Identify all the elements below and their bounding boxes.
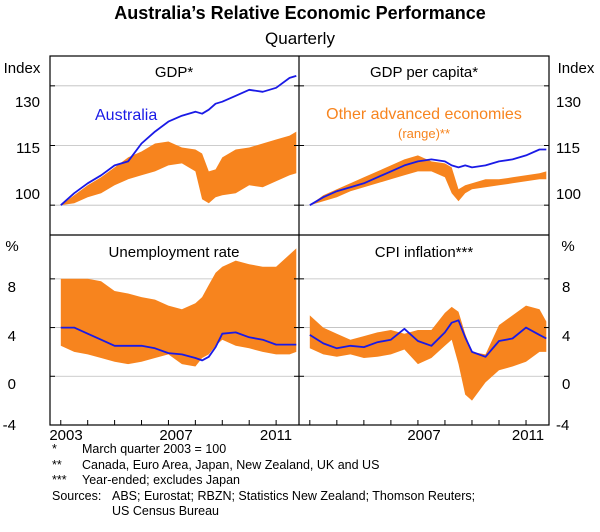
sources: Sources: ABS; Eurostat; RBZN; Statistics … xyxy=(52,489,592,505)
y-label-percent-right: % xyxy=(561,238,574,255)
sources-cont: US Census Bureau xyxy=(52,504,592,520)
ytick-right-minus4: -4 xyxy=(556,417,569,434)
sources-line-2: US Census Bureau xyxy=(112,504,220,518)
sources-line-1: ABS; Eurostat; RBZN; Statistics New Zeal… xyxy=(112,488,476,503)
footnote-3-mark: *** xyxy=(52,473,67,487)
ytick-right-130: 130 xyxy=(556,94,581,111)
legend-range: (range)** xyxy=(398,126,450,141)
xtick-2007-left: 2007 xyxy=(159,427,192,444)
ytick-left-115: 115 xyxy=(16,140,40,157)
sources-label: Sources: xyxy=(52,488,102,503)
y-label-index-right: Index xyxy=(558,60,595,77)
unemployment-panel-title: Unemployment rate xyxy=(109,244,240,261)
ytick-left-minus4: -4 xyxy=(3,417,16,434)
xtick-2011-left: 2011 xyxy=(260,427,292,444)
footnote-2-mark: ** xyxy=(52,457,62,472)
ytick-right-4: 4 xyxy=(562,328,570,345)
gdp-range-band xyxy=(60,131,297,206)
footnote-1: * March quarter 2003 = 100 xyxy=(52,442,592,458)
ytick-left-100: 100 xyxy=(15,186,40,203)
cpi-panel-title: CPI inflation*** xyxy=(375,244,474,261)
ytick-right-0: 0 xyxy=(562,376,570,393)
gdp-per-capita-panel-title: GDP per capita* xyxy=(370,64,478,81)
ytick-right-115: 115 xyxy=(556,140,580,157)
gdp-per-capita-australia-line xyxy=(309,148,547,206)
y-label-index-left: Index xyxy=(4,60,41,77)
unemployment-australia-line xyxy=(60,326,297,362)
y-label-percent-left: % xyxy=(5,238,18,255)
footnote-3-text: Year-ended; excludes Japan xyxy=(82,473,240,487)
footnotes: * March quarter 2003 = 100 ** Canada, Euro… xyxy=(52,442,592,520)
xtick-2007-right: 2007 xyxy=(407,427,440,444)
xtick-2011-right: 2011 xyxy=(512,427,544,444)
ytick-right-100: 100 xyxy=(556,186,581,203)
ytick-left-130: 130 xyxy=(15,94,40,111)
footnote-2-text: Canada, Euro Area, Japan, New Zealand, U… xyxy=(82,457,380,472)
panels-group xyxy=(50,75,549,425)
legend-australia: Australia xyxy=(95,107,157,124)
ytick-right-8: 8 xyxy=(562,279,570,296)
gdp-panel-title: GDP* xyxy=(155,64,194,81)
gdp-australia-line xyxy=(60,75,297,206)
chart-subtitle: Quarterly xyxy=(265,29,335,48)
ytick-left-8: 8 xyxy=(8,279,16,296)
cpi-australia-line xyxy=(309,319,547,358)
gdp-per-capita-range-band xyxy=(309,155,547,206)
footnote-1-text: March quarter 2003 = 100 xyxy=(82,442,227,456)
chart-title: Australia’s Relative Economic Performanc… xyxy=(114,3,485,23)
legend-other-economies: Other advanced economies xyxy=(326,106,522,123)
ytick-left-4: 4 xyxy=(8,328,16,345)
footnote-2: ** Canada, Euro Area, Japan, New Zealand,… xyxy=(52,458,592,474)
xtick-2003: 2003 xyxy=(49,427,82,444)
footnote-1-mark: * xyxy=(52,442,57,456)
cpi-range-band xyxy=(309,305,547,401)
ytick-left-0: 0 xyxy=(8,376,16,393)
footnote-3: *** Year-ended; excludes Japan xyxy=(52,473,592,489)
unemployment-range-band xyxy=(60,248,297,367)
